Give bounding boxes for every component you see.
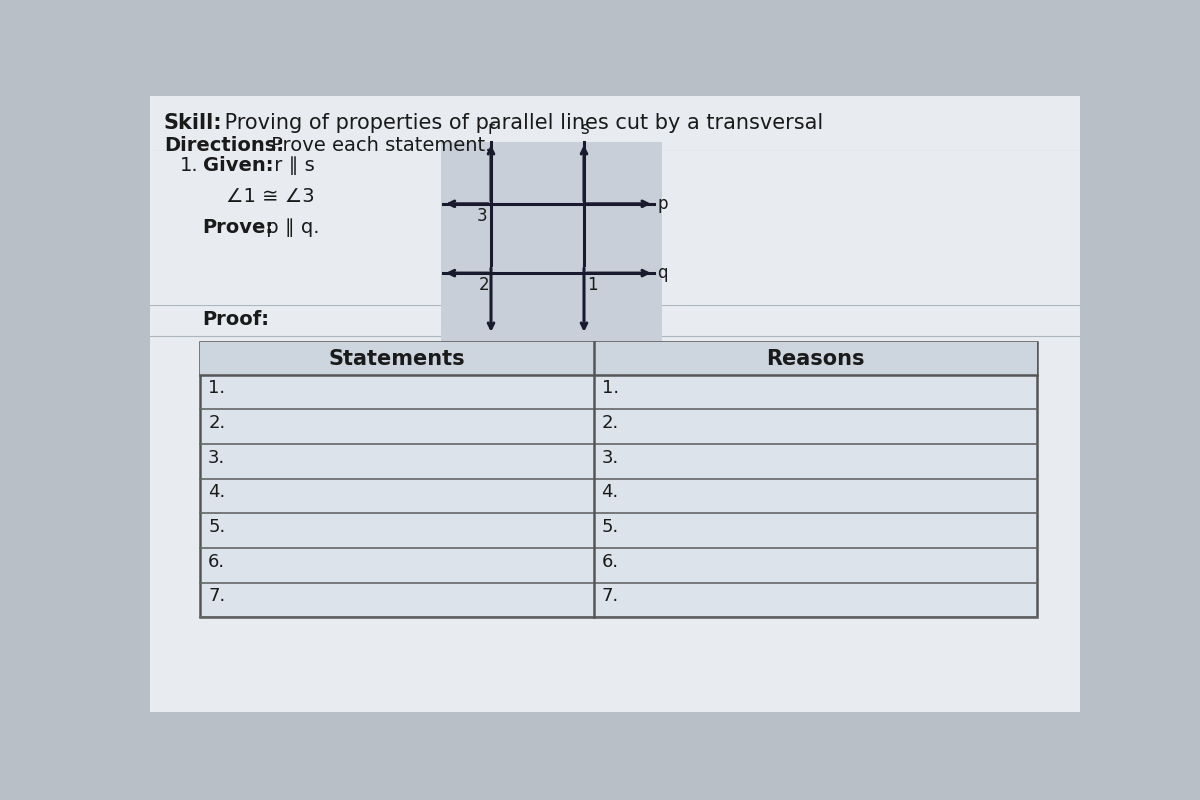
Text: Proving of properties of parallel lines cut by a transversal: Proving of properties of parallel lines … bbox=[218, 113, 823, 133]
Text: r: r bbox=[487, 120, 494, 138]
Text: Statements: Statements bbox=[329, 349, 466, 369]
FancyBboxPatch shape bbox=[150, 244, 1080, 274]
FancyBboxPatch shape bbox=[200, 342, 1037, 374]
Text: p ∥ q.: p ∥ q. bbox=[260, 218, 319, 237]
Text: 2: 2 bbox=[479, 276, 490, 294]
Text: 3: 3 bbox=[476, 207, 487, 225]
Text: 4.: 4. bbox=[208, 483, 226, 502]
Text: 7.: 7. bbox=[208, 587, 226, 606]
Text: 3.: 3. bbox=[601, 449, 619, 466]
FancyBboxPatch shape bbox=[150, 182, 1080, 213]
Text: 6.: 6. bbox=[601, 553, 619, 570]
Text: Prove each statement.: Prove each statement. bbox=[265, 136, 491, 155]
FancyBboxPatch shape bbox=[150, 96, 1080, 712]
FancyBboxPatch shape bbox=[150, 274, 1080, 306]
Text: 5.: 5. bbox=[208, 518, 226, 536]
Text: Skill:: Skill: bbox=[164, 113, 222, 133]
Text: 1.: 1. bbox=[208, 379, 226, 398]
Text: p: p bbox=[658, 195, 668, 213]
Text: Directions:: Directions: bbox=[164, 136, 284, 155]
Text: 1.: 1. bbox=[180, 156, 198, 175]
Text: 1: 1 bbox=[587, 276, 598, 294]
FancyBboxPatch shape bbox=[150, 151, 1080, 182]
Text: Reasons: Reasons bbox=[767, 349, 865, 369]
FancyBboxPatch shape bbox=[150, 213, 1080, 244]
Text: s: s bbox=[580, 120, 588, 138]
Text: Prove:: Prove: bbox=[203, 218, 274, 237]
Text: 2.: 2. bbox=[601, 414, 619, 432]
Text: 7.: 7. bbox=[601, 587, 619, 606]
Text: q: q bbox=[658, 264, 668, 282]
Text: 6.: 6. bbox=[208, 553, 226, 570]
Text: ∠1 ≅ ∠3: ∠1 ≅ ∠3 bbox=[226, 187, 314, 206]
FancyBboxPatch shape bbox=[200, 342, 1037, 618]
Text: 2.: 2. bbox=[208, 414, 226, 432]
Text: 3.: 3. bbox=[208, 449, 226, 466]
FancyBboxPatch shape bbox=[440, 142, 661, 342]
Text: 5.: 5. bbox=[601, 518, 619, 536]
Text: Given:: Given: bbox=[203, 156, 274, 175]
Text: 4.: 4. bbox=[601, 483, 619, 502]
Text: 1.: 1. bbox=[601, 379, 619, 398]
Text: r ∥ s: r ∥ s bbox=[268, 156, 314, 175]
Text: Proof:: Proof: bbox=[203, 310, 270, 329]
